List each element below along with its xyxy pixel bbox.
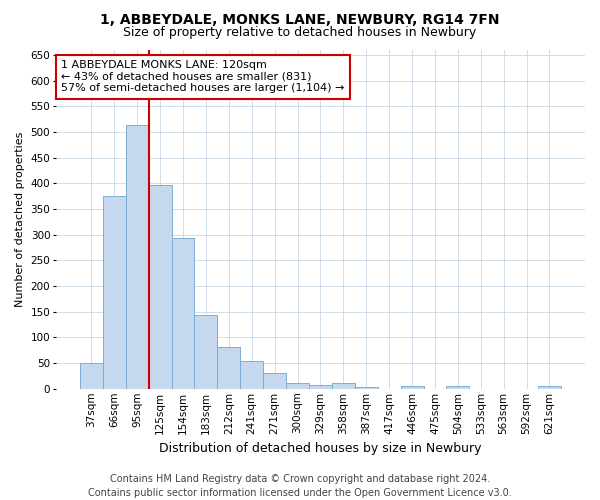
Bar <box>172 238 194 389</box>
Bar <box>332 382 355 389</box>
Bar <box>286 382 309 389</box>
Text: Size of property relative to detached houses in Newbury: Size of property relative to detached ho… <box>124 26 476 39</box>
Text: 1, ABBEYDALE, MONKS LANE, NEWBURY, RG14 7FN: 1, ABBEYDALE, MONKS LANE, NEWBURY, RG14 … <box>100 12 500 26</box>
Bar <box>309 384 332 389</box>
Bar <box>401 386 424 389</box>
Bar <box>217 346 240 389</box>
Y-axis label: Number of detached properties: Number of detached properties <box>15 132 25 307</box>
X-axis label: Distribution of detached houses by size in Newbury: Distribution of detached houses by size … <box>159 442 482 455</box>
Bar <box>80 363 103 389</box>
Bar <box>194 316 217 389</box>
Bar <box>240 360 263 389</box>
Bar <box>126 126 149 389</box>
Bar <box>446 386 469 389</box>
Bar <box>263 374 286 389</box>
Bar <box>103 196 126 389</box>
Bar <box>355 387 377 389</box>
Bar <box>149 185 172 389</box>
Bar <box>538 386 561 389</box>
Text: 1 ABBEYDALE MONKS LANE: 120sqm
← 43% of detached houses are smaller (831)
57% of: 1 ABBEYDALE MONKS LANE: 120sqm ← 43% of … <box>61 60 344 94</box>
Text: Contains HM Land Registry data © Crown copyright and database right 2024.
Contai: Contains HM Land Registry data © Crown c… <box>88 474 512 498</box>
